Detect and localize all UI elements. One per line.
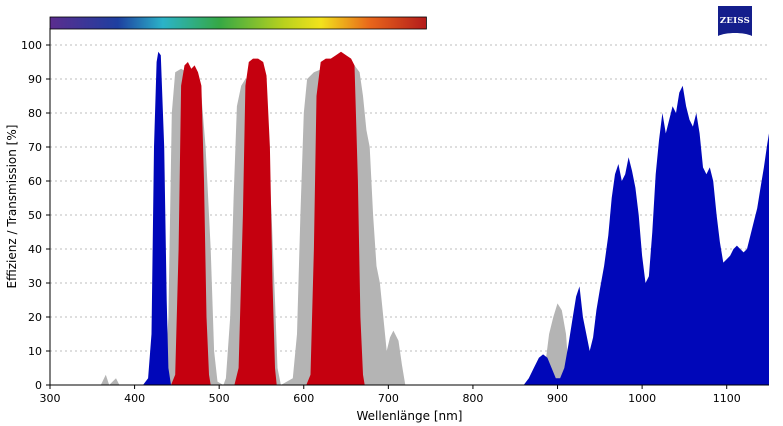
x-tick-label-1100: 1100 (713, 392, 741, 405)
x-tick-label-900: 900 (547, 392, 568, 405)
y-tick-label-40: 40 (28, 243, 42, 256)
series-areas (100, 51, 770, 386)
x-tick-label-300: 300 (40, 392, 61, 405)
x-tick-label-500: 500 (209, 392, 230, 405)
x-tick-label-400: 400 (124, 392, 145, 405)
y-tick-label-100: 100 (21, 39, 42, 52)
zeiss-logo: ZEISS (718, 6, 752, 36)
series-area-1 (143, 51, 769, 386)
x-tick-label-1000: 1000 (628, 392, 656, 405)
y-tick-label-30: 30 (28, 277, 42, 290)
y-tick-label-20: 20 (28, 311, 42, 324)
y-tick-label-50: 50 (28, 209, 42, 222)
y-tick-label-10: 10 (28, 345, 42, 358)
y-tick-label-0: 0 (35, 379, 42, 392)
y-axis-label: Effizienz / Transmission [%] (5, 125, 19, 289)
x-axis-label: Wellenlänge [nm] (357, 409, 463, 423)
logo-shape (718, 6, 752, 36)
y-tick-label-80: 80 (28, 107, 42, 120)
y-tick-label-70: 70 (28, 141, 42, 154)
x-tick-label-700: 700 (378, 392, 399, 405)
logo-text: ZEISS (720, 16, 750, 26)
series-area-2 (171, 51, 365, 386)
x-tick-label-800: 800 (462, 392, 483, 405)
y-tick-label-90: 90 (28, 73, 42, 86)
x-tick-label-600: 600 (293, 392, 314, 405)
visible-spectrum-bar (49, 16, 427, 30)
y-tick-label-60: 60 (28, 175, 42, 188)
axes: 0 10 20 30 40 50 60 70 80 90 100 300 400 500 600 700 800… (21, 28, 769, 405)
